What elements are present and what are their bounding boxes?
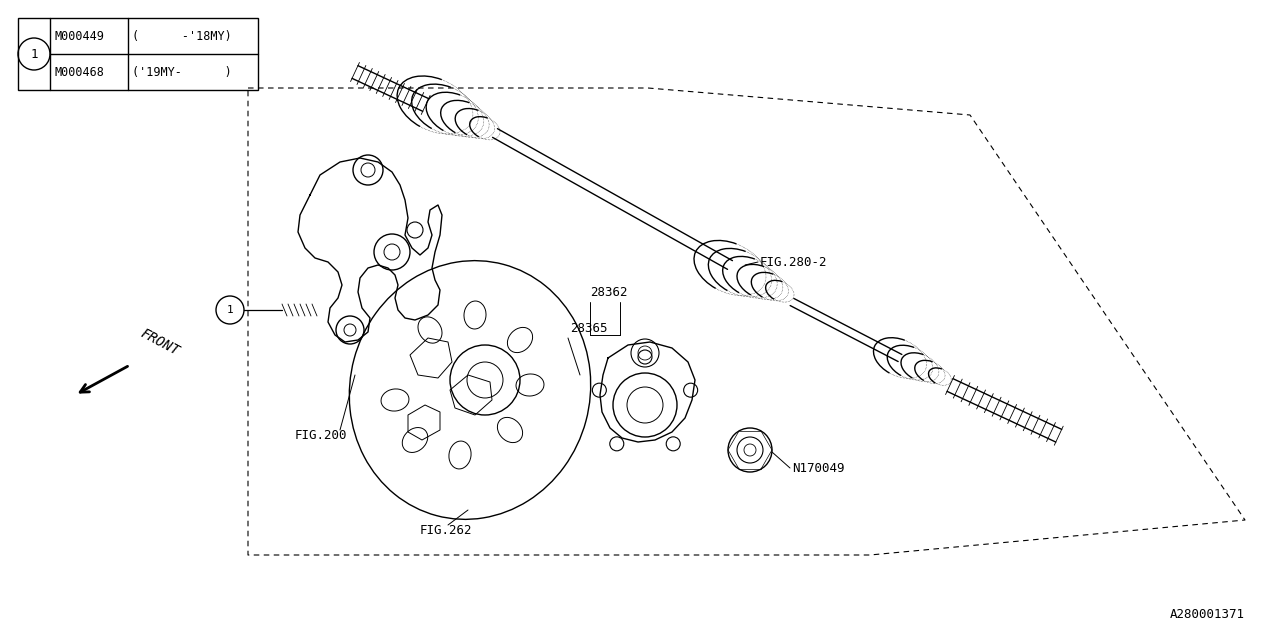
Text: N170049: N170049 [792,461,845,474]
Text: FIG.262: FIG.262 [420,524,472,536]
Text: FIG.200: FIG.200 [294,429,347,442]
Text: M000449: M000449 [54,29,104,42]
Text: FRONT: FRONT [138,326,182,358]
Text: ('19MY-      ): ('19MY- ) [132,65,232,79]
Text: (      -'18MY): ( -'18MY) [132,29,232,42]
Text: M000468: M000468 [54,65,104,79]
Text: 28362: 28362 [590,285,627,298]
Text: 1: 1 [31,47,37,61]
Text: 28365: 28365 [570,321,608,335]
Bar [18,18,259,90]
Text: 1: 1 [227,305,233,315]
Text: A280001371: A280001371 [1170,609,1245,621]
Text: FIG.280-2: FIG.280-2 [760,255,827,269]
